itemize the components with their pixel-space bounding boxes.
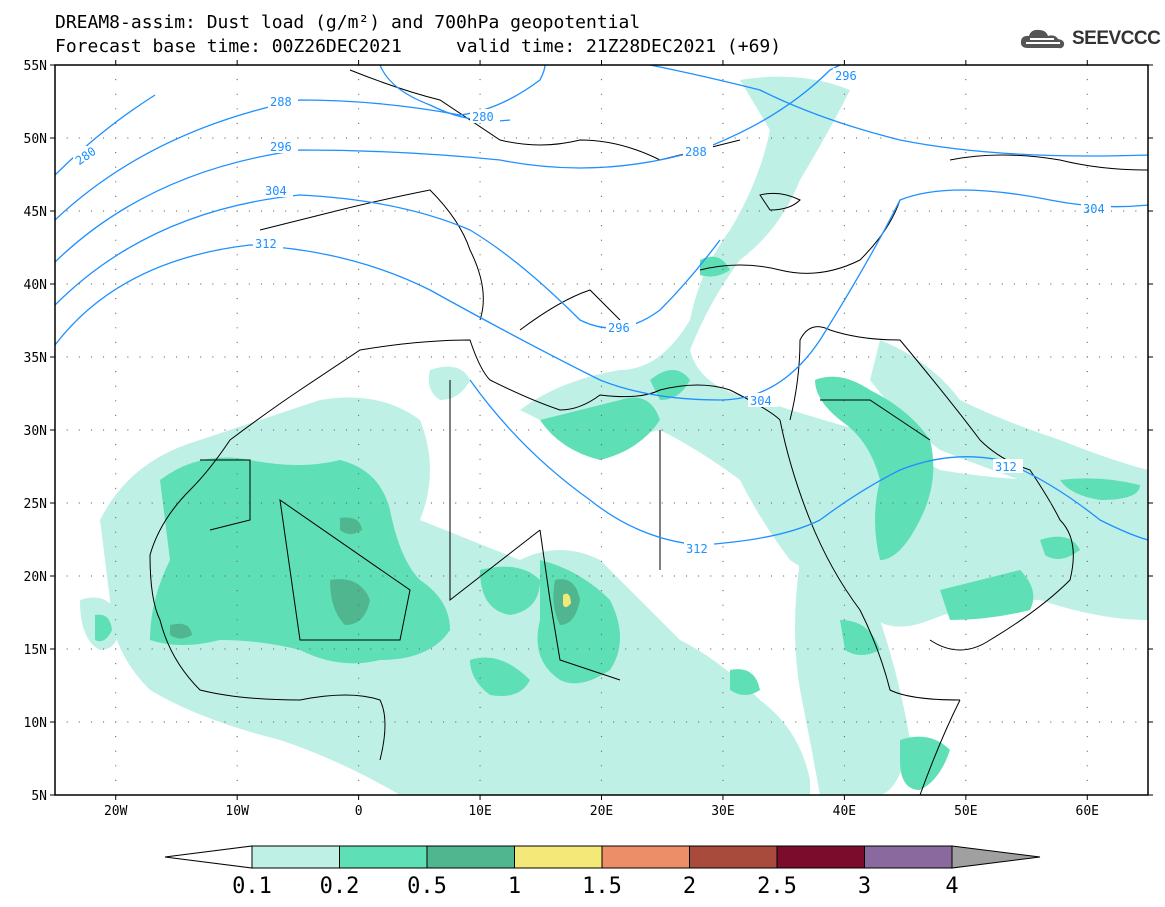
lat-tick-label: 35N [24, 351, 47, 366]
dust-shading [80, 76, 1148, 795]
contour-label: 288 [270, 95, 292, 109]
lat-tick-label: 30N [24, 424, 47, 439]
contour-label: 296 [270, 140, 292, 154]
contour-label: 304 [265, 184, 287, 198]
base-time: Forecast base time: 00Z26DEC2021 [55, 36, 402, 57]
lat-tick-label: 55N [24, 59, 47, 74]
lon-tick-label: 10W [225, 804, 249, 819]
colorbar-label: 3 [858, 874, 871, 899]
contour-labels: 288 296 304 312 280 288 296 296 304 312 … [73, 68, 1111, 556]
contour-label: 312 [995, 460, 1017, 474]
lat-tick-label: 15N [24, 643, 47, 658]
colorbar-swatch [689, 845, 778, 869]
lon-tick-label: 50E [954, 804, 977, 819]
lon-tick-label: 60E [1076, 804, 1099, 819]
colorbar-label: 2 [683, 874, 696, 899]
contour-label: 296 [608, 321, 630, 335]
lon-tick-label: 40E [833, 804, 856, 819]
colorbar-swatch [251, 845, 340, 869]
contour-label: 296 [835, 69, 857, 83]
colorbar-label: 2.5 [757, 874, 797, 899]
latitude-axis: 55N 50N 45N 40N 35N 30N 25N 20N 15N 10N 5N [24, 59, 1153, 804]
lat-tick-label: 50N [24, 132, 47, 147]
colorbar-swatch [339, 845, 428, 869]
colorbar: 0.1 0.2 0.5 1 1.5 2 2.5 3 4 [164, 845, 1041, 899]
colorbar-swatch [864, 845, 953, 869]
lon-tick-label: 20E [590, 804, 613, 819]
longitude-axis: 20W 10W 0 10E 20E 30E 40E 50E 60E [104, 60, 1099, 819]
contour-label: 288 [685, 145, 707, 159]
lat-tick-label: 5N [31, 789, 47, 804]
lon-tick-label: 20W [104, 804, 128, 819]
colorbar-label: 1 [508, 874, 521, 899]
lat-tick-label: 40N [24, 278, 47, 293]
colorbar-under-arrow [164, 845, 253, 869]
forecast-times: Forecast base time: 00Z26DEC2021 valid t… [55, 36, 781, 57]
colorbar-swatch [514, 845, 603, 869]
lat-lon-grid [54, 64, 1149, 796]
contour-label: 280 [472, 110, 494, 124]
colorbar-label: 0.2 [320, 874, 360, 899]
lat-tick-label: 10N [24, 716, 47, 731]
logo-text: SEEVCCC [1072, 28, 1161, 49]
lat-tick-label: 45N [24, 205, 47, 220]
seevccc-logo: SEEVCCC [1018, 26, 1161, 52]
colorbar-swatch [426, 845, 515, 869]
colorbar-swatch [601, 845, 690, 869]
colorbar-swatch [776, 845, 865, 869]
lat-tick-label: 25N [24, 497, 47, 512]
lon-tick-label: 0 [355, 804, 363, 819]
contour-label: 312 [686, 542, 708, 556]
lat-tick-label: 20N [24, 570, 47, 585]
lon-tick-label: 10E [468, 804, 491, 819]
lon-tick-label: 30E [711, 804, 734, 819]
colorbar-label: 0.5 [407, 874, 447, 899]
contour-label: 304 [750, 394, 772, 408]
colorbar-label: 1.5 [582, 874, 622, 899]
valid-time: valid time: 21Z28DEC2021 (+69) [455, 36, 782, 57]
cloud-icon [1020, 29, 1065, 49]
contour-label: 312 [255, 237, 277, 251]
contour-label: 304 [1083, 202, 1105, 216]
map-title: DREAM8-assim: Dust load (g/m²) and 700hP… [55, 12, 641, 33]
colorbar-label: 0.1 [232, 874, 272, 899]
colorbar-label: 4 [945, 874, 958, 899]
colorbar-over-arrow [951, 845, 1041, 869]
